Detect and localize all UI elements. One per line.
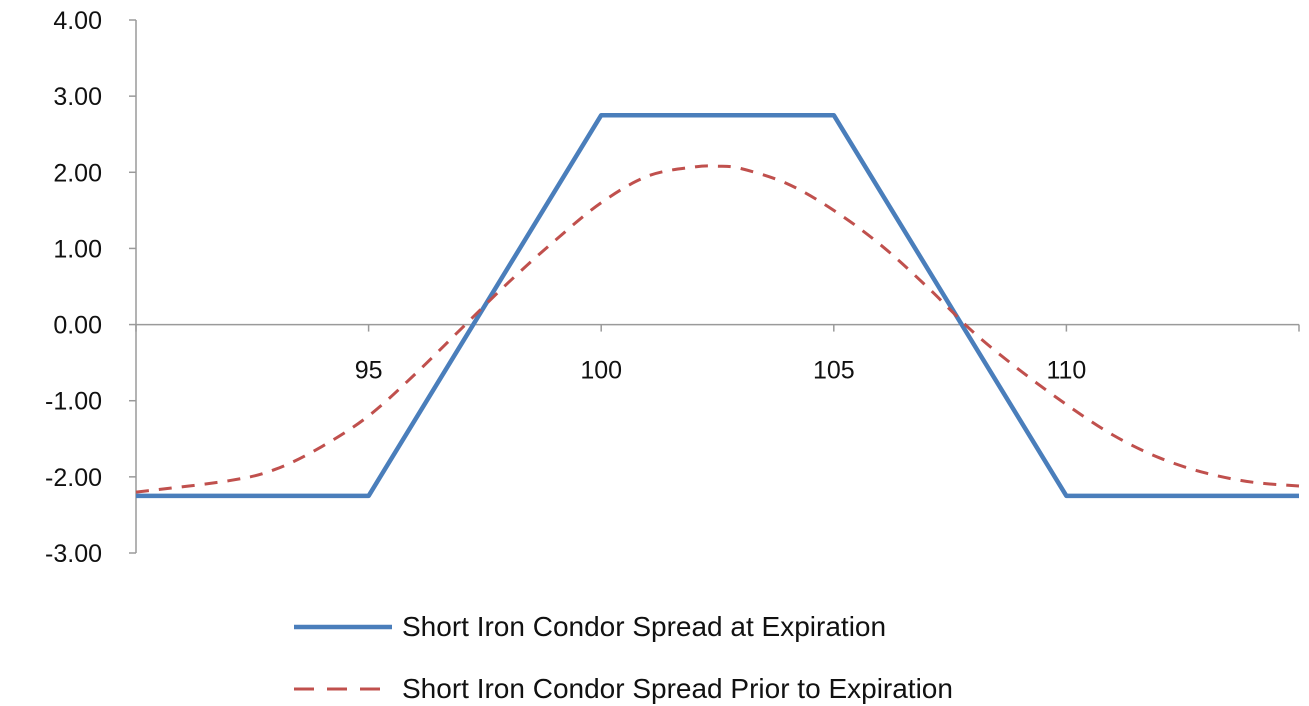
legend-label-prior: Short Iron Condor Spread Prior to Expira… bbox=[402, 673, 953, 704]
series-lines bbox=[135, 112, 1300, 499]
x-tick-label: 110 bbox=[1046, 357, 1086, 385]
y-tick-label: 3.00 bbox=[53, 83, 102, 111]
x-tick-label: 95 bbox=[355, 357, 383, 385]
y-tick-label: -1.00 bbox=[45, 388, 102, 416]
y-tick-label: 0.00 bbox=[53, 312, 102, 340]
series-line-expiration bbox=[136, 112, 1299, 499]
y-tick-label: 4.00 bbox=[53, 7, 102, 35]
series-line-prior bbox=[135, 164, 1300, 494]
x-tick-label: 105 bbox=[813, 357, 855, 385]
y-tick-label: -3.00 bbox=[45, 540, 102, 568]
axes bbox=[129, 19, 1300, 554]
x-tick-label: 100 bbox=[580, 357, 622, 385]
legend: Short Iron Condor Spread at Expiration S… bbox=[294, 611, 953, 704]
y-tick-label: 1.00 bbox=[53, 235, 102, 263]
legend-label-expiration: Short Iron Condor Spread at Expiration bbox=[402, 611, 886, 642]
y-tick-labels: 4.00 3.00 2.00 1.00 0.00 -1.00 -2.00 -3.00 bbox=[45, 7, 102, 568]
y-tick-label: -2.00 bbox=[45, 464, 102, 492]
y-tick-label: 2.00 bbox=[53, 159, 102, 187]
x-tick-labels: 95 100 105 110 bbox=[355, 357, 1087, 385]
